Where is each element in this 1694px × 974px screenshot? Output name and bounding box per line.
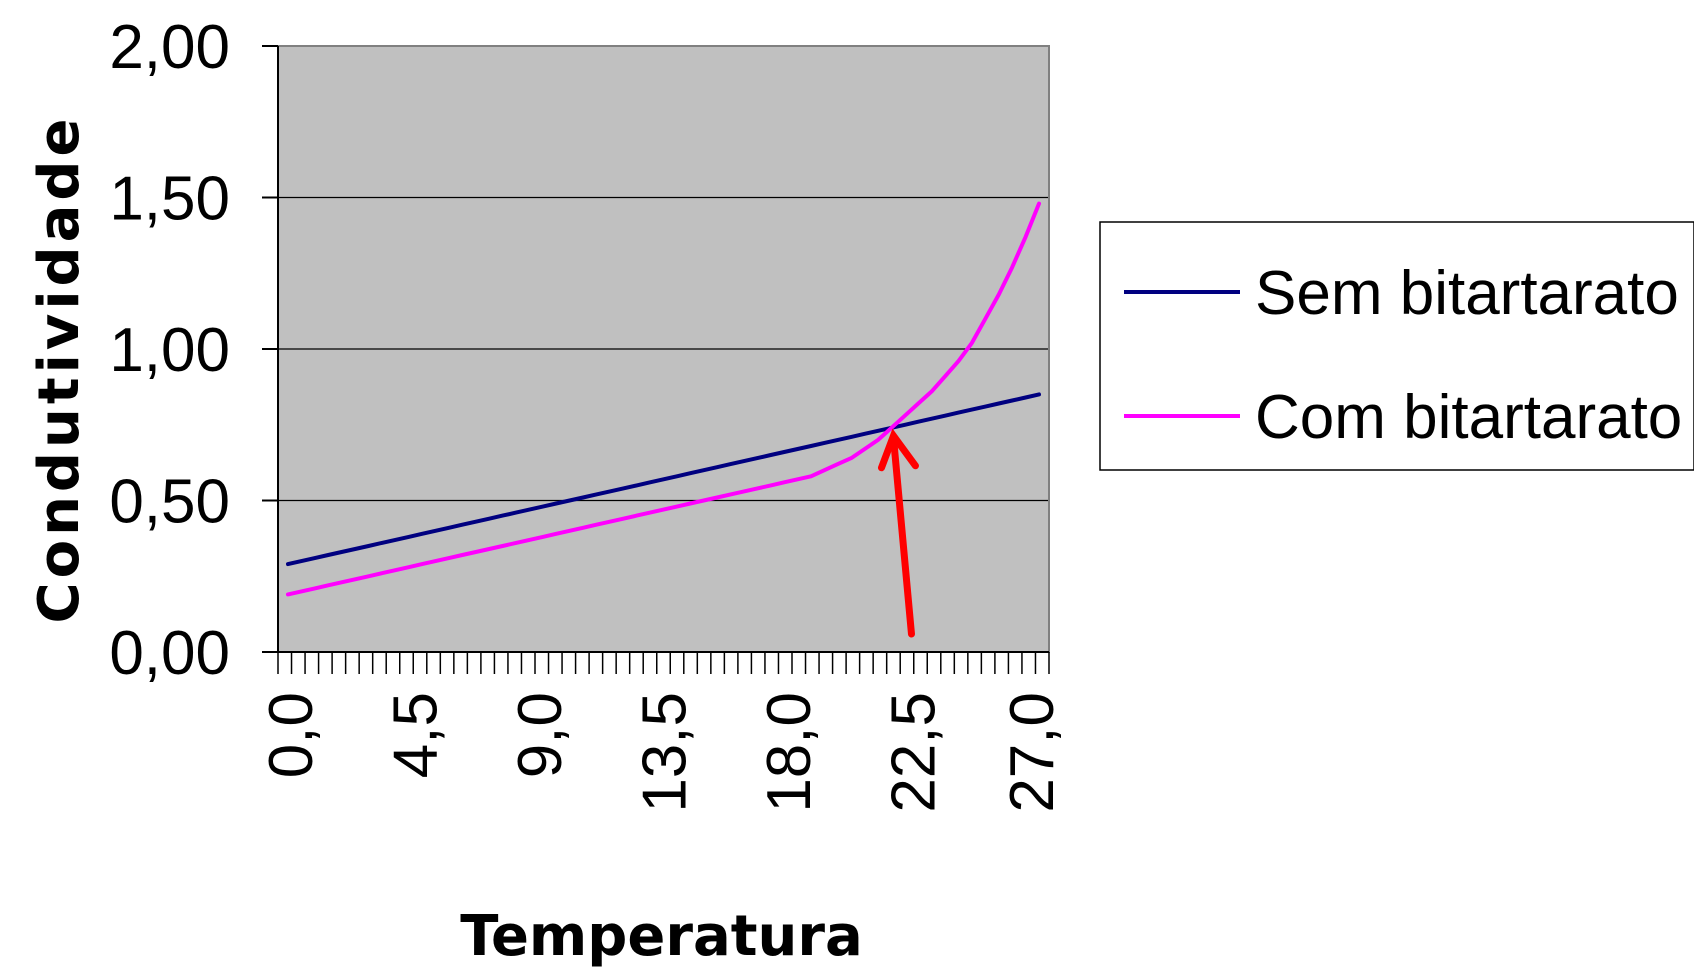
- x-axis-title: Temperatura: [460, 904, 863, 969]
- series-lines: [286, 201, 1041, 597]
- legend-label-2: Com bitartarato: [1255, 383, 1682, 452]
- x-tick-label: 9,0: [506, 692, 575, 778]
- x-tick-label: 13,5: [631, 692, 700, 813]
- y-tick-label: 2,00: [109, 13, 230, 82]
- y-tick-label: 0,50: [109, 468, 230, 537]
- x-tick-label: 4,5: [382, 692, 451, 778]
- arrow-shaft: [889, 434, 915, 638]
- annotation-arrow: [877, 428, 919, 638]
- x-tick-label: 22,5: [880, 692, 949, 813]
- x-tick-label: 0,0: [257, 692, 326, 778]
- legend: Sem bitartarato Com bitartarato: [1099, 221, 1694, 471]
- series-line-2: [286, 201, 1041, 597]
- y-tick-label: 1,50: [109, 165, 230, 234]
- x-tick-label: 18,0: [755, 692, 824, 813]
- gridlines: [278, 196, 1049, 502]
- series-line-1: [286, 392, 1041, 567]
- legend-box: [1099, 221, 1694, 471]
- legend-label-1: Sem bitartarato: [1255, 259, 1679, 328]
- x-tick-label: 27,0: [998, 692, 1067, 813]
- axes: 0,00 0,50 1,00 1,50 2,00 0,0 4,5 9,0 13,5 18,0 22,…: [109, 13, 1067, 813]
- arrow-head: [877, 428, 919, 472]
- y-axis-title: Condutividade: [27, 115, 92, 624]
- y-tick-label: 1,00: [109, 316, 230, 385]
- y-tick-label: 0,00: [109, 619, 230, 688]
